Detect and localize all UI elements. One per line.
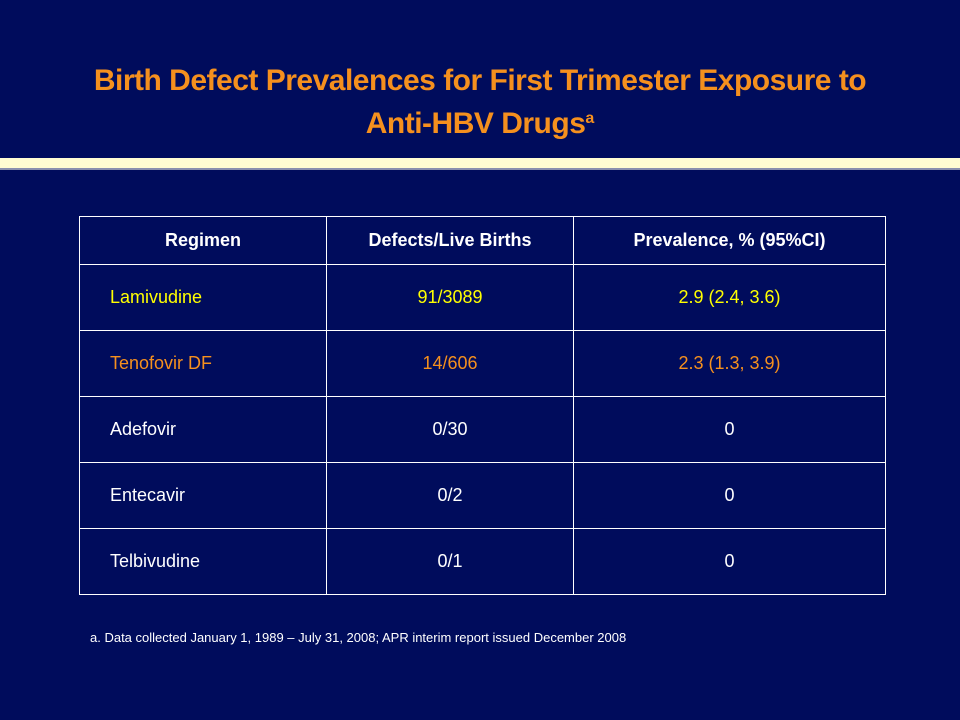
- table-row: Lamivudine 91/3089 2.9 (2.4, 3.6): [79, 264, 886, 331]
- defects-cell: 14/606: [326, 330, 574, 397]
- defects-cell: 0/30: [326, 396, 574, 463]
- title-line-1: Birth Defect Prevalences for First Trime…: [93, 64, 867, 97]
- title-divider: [0, 158, 960, 170]
- prevalence-cell: 2.9 (2.4, 3.6): [573, 264, 886, 331]
- header-prevalence: Prevalence, % (95%CI): [573, 216, 886, 265]
- table-row: Telbivudine 0/1 0: [79, 528, 886, 595]
- table-row: Adefovir 0/30 0: [79, 396, 886, 463]
- header-defects-live-births: Defects/Live Births: [326, 216, 574, 265]
- prevalence-cell: 0: [573, 396, 886, 463]
- table-row: Tenofovir DF 14/606 2.3 (1.3, 3.9): [79, 330, 886, 397]
- prevalence-cell: 0: [573, 462, 886, 529]
- title-footnote-marker: a: [585, 110, 595, 127]
- regimen-cell: Adefovir: [79, 396, 327, 463]
- header-regimen: Regimen: [79, 216, 327, 265]
- regimen-cell: Entecavir: [79, 462, 327, 529]
- regimen-cell: Lamivudine: [79, 264, 327, 331]
- slide-title: Birth Defect Prevalences for First Trime…: [0, 62, 960, 143]
- defects-cell: 0/1: [326, 528, 574, 595]
- prevalence-cell: 0: [573, 528, 886, 595]
- table-row: Entecavir 0/2 0: [79, 462, 886, 529]
- table-header-row: Regimen Defects/Live Births Prevalence, …: [79, 216, 886, 265]
- regimen-cell: Tenofovir DF: [79, 330, 327, 397]
- footnote: a. Data collected January 1, 1989 – July…: [90, 630, 627, 645]
- birth-defect-table: Regimen Defects/Live Births Prevalence, …: [79, 216, 886, 595]
- prevalence-cell: 2.3 (1.3, 3.9): [573, 330, 886, 397]
- title-line-2: Anti-HBV Drugsa: [0, 100, 960, 143]
- regimen-cell: Telbivudine: [79, 528, 327, 595]
- defects-cell: 91/3089: [326, 264, 574, 331]
- defects-cell: 0/2: [326, 462, 574, 529]
- title-line-2-text: Anti-HBV Drugs: [365, 107, 586, 140]
